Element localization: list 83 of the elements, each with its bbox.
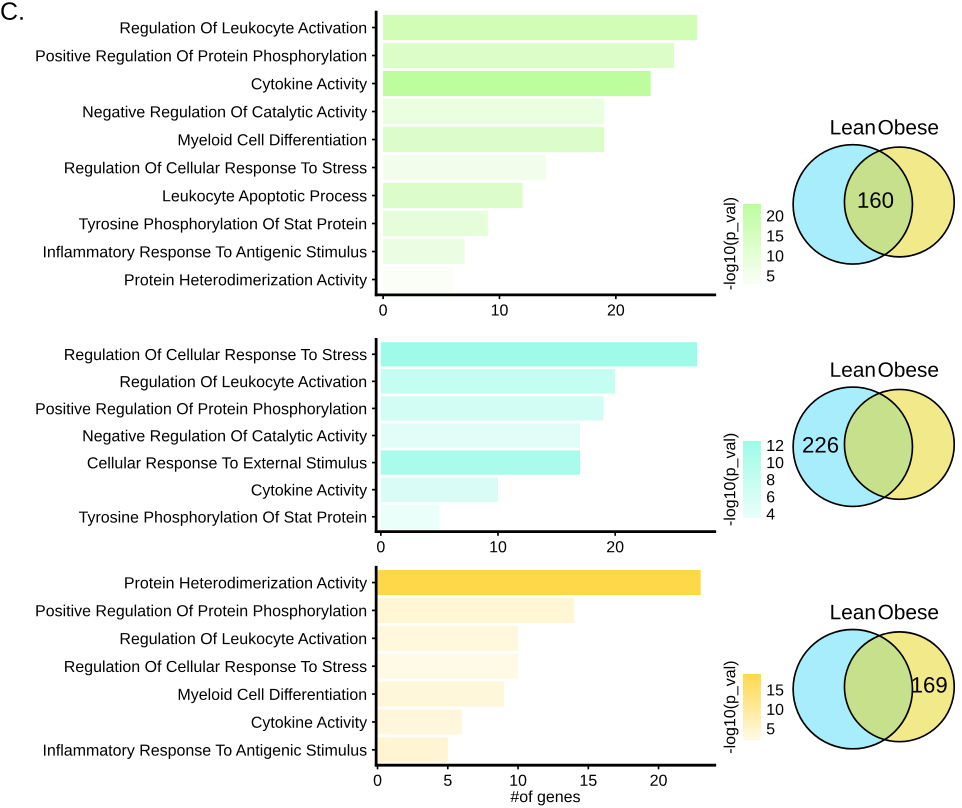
y-tick-label: Regulation Of Cellular Response To Stress	[65, 348, 367, 364]
x-tick-label: 20	[650, 774, 667, 786]
y-tick-label: Tyrosine Phosphorylation Of Stat Protein	[78, 218, 366, 233]
y-tick-label: Protein Heterodimerization Activity	[125, 576, 368, 592]
x-tick-label: 0	[374, 774, 382, 786]
color-bar-label: 15	[767, 684, 784, 696]
bar	[378, 682, 504, 707]
y-tick-label: Cytokine Activity	[252, 78, 368, 93]
color-bar-label: 10	[767, 456, 784, 468]
bar	[383, 210, 488, 236]
color-bar-label: 6	[767, 491, 774, 502]
bar	[378, 709, 462, 735]
bar	[383, 126, 604, 152]
y-tick-label: Cellular Response To External Stimulus	[88, 456, 367, 472]
y-tick-label: Cytokine Activity	[252, 484, 368, 499]
bar	[380, 423, 580, 448]
bar	[383, 42, 674, 68]
y-tick-label: Leukocyte Apoptotic Process	[163, 190, 367, 205]
y-tick-label: Inflammatory Response To Antigenic Stimulus	[44, 246, 367, 261]
bar	[378, 654, 518, 679]
x-tick-label: 0	[379, 304, 387, 316]
x-tick-label: 10	[490, 541, 506, 552]
bar	[383, 14, 698, 40]
category-label: Obese	[878, 604, 938, 620]
category-label: Lean	[831, 604, 875, 620]
y-tick-label: Regulation Of Leukocyte Activation	[120, 376, 366, 390]
color-bar-label: 5	[766, 270, 774, 282]
color-bar-label: 15	[767, 230, 784, 242]
y-tick-label: Cytokine Activity	[252, 716, 368, 732]
y-tick-label: Regulation Of Leukocyte Activation	[120, 632, 366, 648]
color-bar-label: 4	[766, 508, 775, 520]
bar	[380, 342, 698, 366]
y-tick-label: Positive Regulation Of Protein Phosphorylation	[36, 50, 366, 65]
x-tick-label: 15	[580, 774, 597, 786]
category-label: Lean	[831, 120, 875, 135]
bar	[383, 238, 465, 264]
bar	[380, 504, 440, 529]
bar	[383, 182, 523, 208]
x-axis-title: #of genes	[510, 790, 580, 806]
data-label: 226	[803, 436, 838, 453]
category-label: Obese	[878, 362, 938, 377]
color-bar-title: -log10(p_val)	[724, 662, 738, 754]
color-bar-title: -log10(p_val)	[724, 434, 738, 526]
bar	[380, 450, 580, 475]
color-bar-label: 10	[767, 704, 784, 716]
y-tick-label: Regulation Of Cellular Response To Stress	[65, 162, 367, 177]
y-tick-label: Regulation Of Cellular Response To Stress	[65, 660, 367, 676]
color-bar-title: -log10(p_val)	[724, 198, 738, 290]
y-tick-label: Protein Heterodimerization Activity	[125, 274, 368, 289]
category-label: Obese	[878, 119, 938, 135]
category-label: Lean	[831, 362, 875, 377]
y-tick-label: Tyrosine Phosphorylation Of Stat Protein	[78, 510, 366, 526]
x-tick-label: 5	[444, 774, 452, 786]
x-tick-label: 10	[510, 774, 526, 786]
bar	[380, 369, 616, 394]
y-tick-label: Negative Regulation Of Catalytic Activity	[83, 106, 368, 121]
text: C.	[1, 2, 23, 20]
x-tick-label: 10	[492, 304, 508, 316]
x-tick-label: 0	[377, 541, 385, 552]
bar	[378, 570, 701, 596]
color-bar-label: 8	[766, 474, 774, 486]
bar	[378, 737, 448, 762]
bar	[380, 396, 604, 421]
y-tick-label: Positive Regulation Of Protein Phosphorylation	[36, 402, 366, 418]
bar	[383, 98, 604, 124]
color-bar-label: 20	[767, 210, 784, 222]
bar	[378, 626, 518, 651]
bar	[380, 477, 498, 502]
data-label: 160	[858, 192, 894, 208]
y-tick-label: Positive Regulation Of Protein Phosphorylation	[36, 604, 366, 620]
y-tick-label: Inflammatory Response To Antigenic Stimulus	[44, 744, 367, 759]
bar	[383, 70, 651, 96]
y-tick-label: Negative Regulation Of Catalytic Activity	[83, 430, 368, 445]
color-bar-label: 12	[767, 440, 784, 451]
color-bar-label: 10	[767, 250, 784, 262]
x-tick-label: 20	[608, 304, 624, 316]
color-bar-label: 5	[766, 723, 774, 734]
y-tick-label: Myeloid Cell Differentiation	[178, 688, 366, 704]
bar	[383, 266, 453, 292]
bar	[378, 598, 574, 623]
y-tick-label: Myeloid Cell Differentiation	[178, 134, 366, 149]
y-tick-label: Regulation Of Leukocyte Activation	[120, 22, 366, 37]
x-tick-label: 20	[607, 541, 624, 552]
